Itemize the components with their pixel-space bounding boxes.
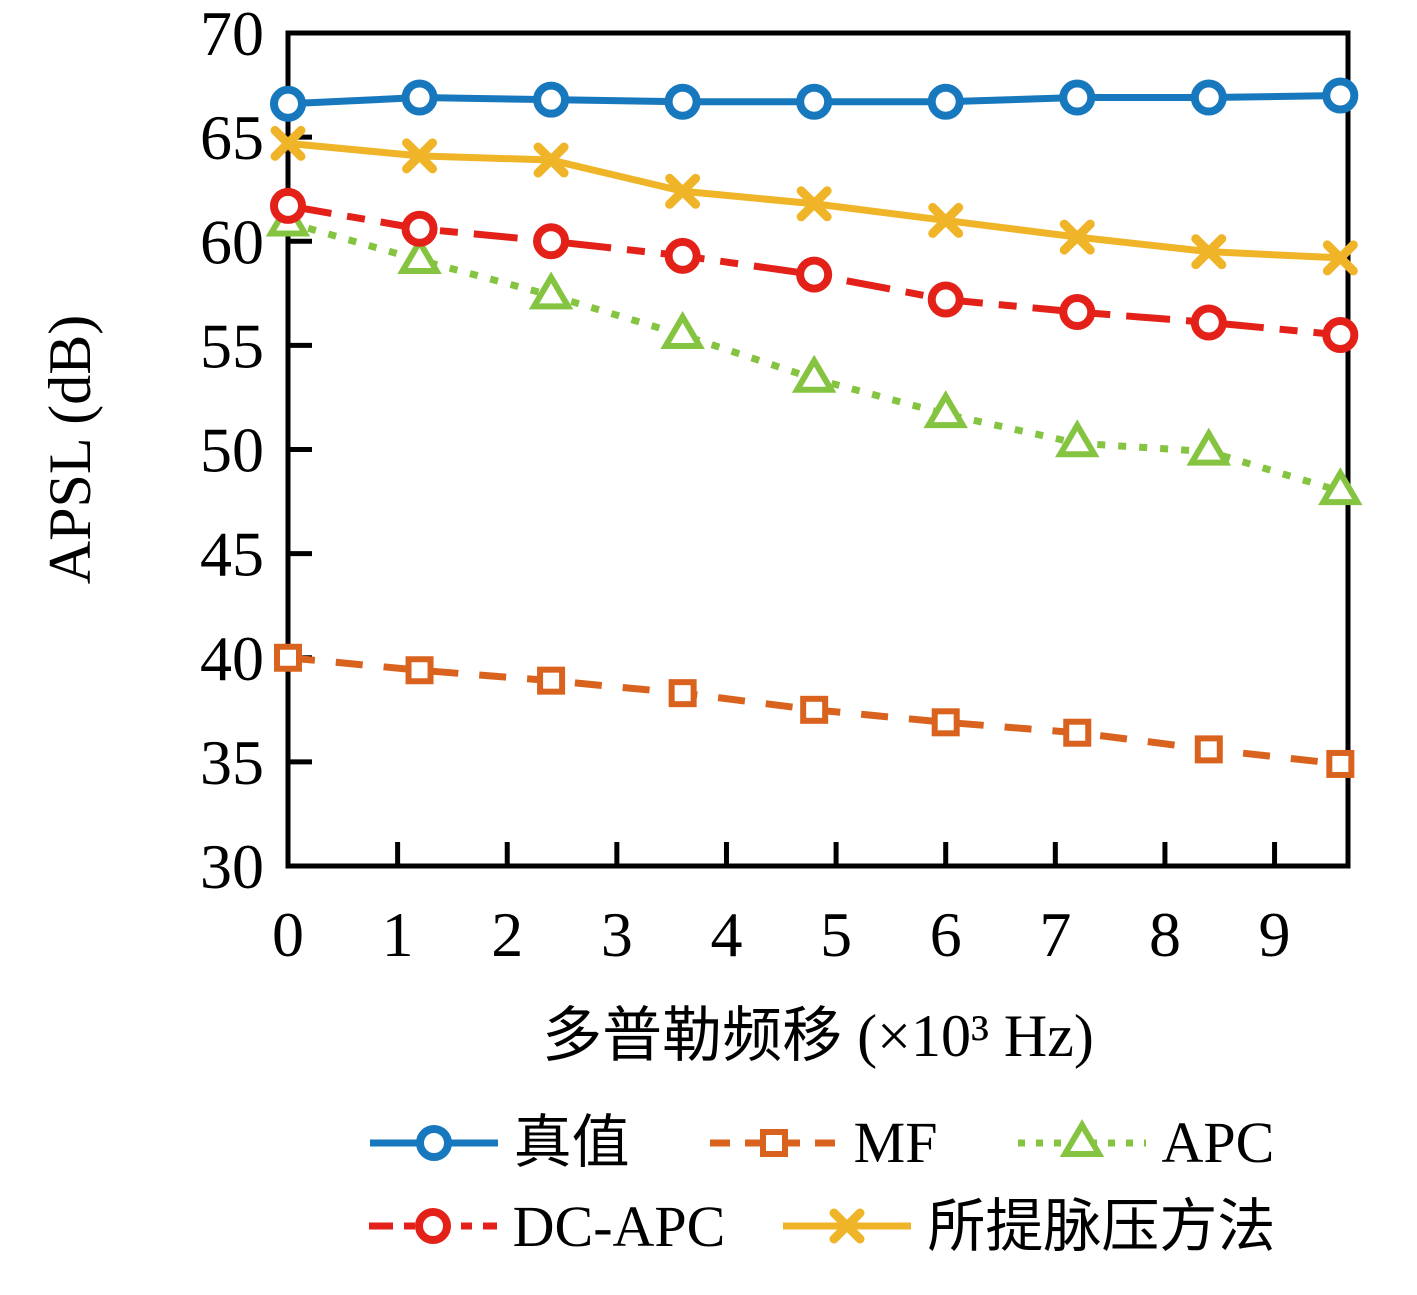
x-tick-label: 9 [1259, 899, 1291, 970]
legend-row-2: DC-APC 所提脉压方法 [367, 1192, 1275, 1262]
series-真值 [270, 77, 1359, 122]
y-tick-label: 65 [200, 102, 264, 173]
legend-item-proposed-method: 所提脉压方法 [781, 1192, 1275, 1262]
legend-row-1: 真值 MF APC [368, 1108, 1275, 1178]
legend-item-mf: MF [708, 1108, 938, 1178]
x-tick-label: 0 [272, 899, 304, 970]
series-所提脉压方法 [270, 125, 1358, 276]
x-tick-label: 5 [820, 899, 852, 970]
chart-legend: 真值 MF APC DC-APC 所提脉压方法 [225, 1108, 1417, 1261]
x-tick-label: 4 [710, 899, 742, 970]
y-tick-label: 45 [200, 519, 264, 590]
series-DC-APC [270, 187, 1359, 353]
legend-label-proposed-method: 所提脉压方法 [927, 1193, 1276, 1259]
legend-swatch-mf-icon [709, 1128, 838, 1157]
legend-item-apc: APC [1016, 1108, 1275, 1178]
legend-swatch-true-value-icon [369, 1124, 498, 1161]
legend-item-dc-apc: DC-APC [367, 1192, 726, 1262]
y-tick-label: 35 [200, 727, 264, 798]
legend-label-apc: APC [1161, 1110, 1275, 1175]
y-tick-label: 60 [200, 206, 264, 277]
axes [285, 30, 1351, 869]
y-tick-label: 50 [200, 415, 264, 486]
x-tick-label: 1 [382, 899, 414, 970]
y-tick-label: 70 [200, 0, 264, 69]
x-tick-label: 7 [1039, 899, 1071, 970]
x-axis-title: 多普勒频移 (×10³ Hz) [542, 1003, 1094, 1069]
legend-swatch-dc-apc-icon [368, 1208, 497, 1245]
x-tick-label: 3 [601, 899, 633, 970]
legend-label-dc-apc: DC-APC [512, 1193, 726, 1259]
x-tick-label: 2 [491, 899, 523, 970]
legend-label-true-value: 真值 [513, 1110, 630, 1175]
y-tick-label: 55 [200, 310, 264, 381]
y-tick-label: 30 [200, 831, 264, 902]
y-axis-title: APSL (dB) [37, 315, 103, 584]
legend-item-true-value: 真值 [368, 1108, 630, 1178]
x-tick-label: 6 [930, 899, 962, 970]
legend-label-mf: MF [853, 1110, 938, 1175]
series-MF [274, 643, 1355, 778]
x-tick-label: 8 [1149, 899, 1181, 970]
y-tick-label: 40 [200, 623, 264, 694]
legend-swatch-proposed-method-icon [783, 1208, 912, 1244]
legend-swatch-apc-icon [1017, 1118, 1146, 1157]
